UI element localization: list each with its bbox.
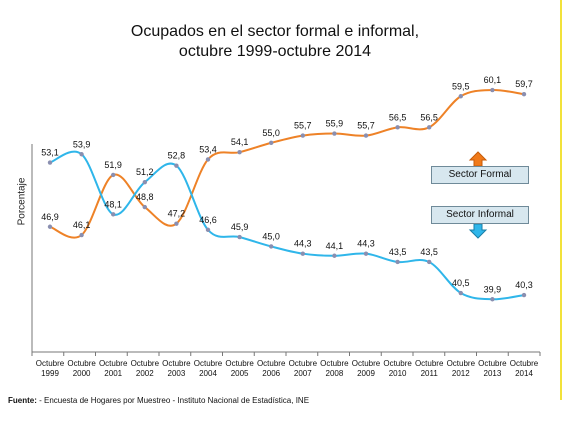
data-label: 56,5 bbox=[420, 112, 438, 122]
data-point bbox=[490, 87, 495, 93]
data-point bbox=[237, 149, 242, 155]
data-point bbox=[111, 212, 116, 217]
data-label: 46,9 bbox=[41, 212, 59, 222]
legend-formal-arrow-icon bbox=[468, 151, 488, 167]
data-label: 55,7 bbox=[294, 121, 312, 131]
data-point bbox=[205, 157, 211, 162]
data-point bbox=[427, 125, 432, 130]
x-tick-label: Octubre 2001 bbox=[99, 359, 128, 378]
x-tick-label: Octubre 2003 bbox=[162, 359, 191, 378]
data-point bbox=[300, 251, 305, 256]
data-label: 46,1 bbox=[73, 220, 91, 230]
data-point bbox=[269, 140, 274, 146]
data-label: 53,4 bbox=[199, 144, 217, 154]
legend-sector-informal: Sector Informal bbox=[431, 206, 529, 224]
data-label: 47,2 bbox=[168, 209, 186, 219]
data-point bbox=[363, 251, 369, 256]
x-tick-label: Octubre 2013 bbox=[478, 359, 507, 378]
data-point bbox=[332, 253, 337, 258]
data-point bbox=[458, 94, 463, 99]
legend-sector-formal: Sector Formal bbox=[431, 166, 529, 184]
source-text: - Encuesta de Hogares por Muestreo - Ins… bbox=[36, 396, 310, 405]
x-tick-label: Octubre 2009 bbox=[352, 359, 381, 378]
data-point bbox=[395, 125, 400, 130]
chart-title: Ocupados en el sector formal e informal,… bbox=[60, 22, 490, 62]
data-point bbox=[490, 297, 495, 302]
data-label: 53,9 bbox=[73, 139, 91, 149]
data-point bbox=[111, 172, 116, 178]
data-label: 51,2 bbox=[136, 167, 154, 177]
data-point bbox=[427, 259, 432, 265]
x-tick-label: Octubre 2012 bbox=[447, 359, 476, 378]
data-point bbox=[521, 91, 527, 97]
data-label: 59,5 bbox=[452, 81, 470, 91]
data-point bbox=[458, 290, 463, 296]
data-point bbox=[47, 224, 53, 229]
data-label: 46,6 bbox=[199, 215, 217, 225]
data-point bbox=[395, 259, 400, 265]
series-line-formal bbox=[49, 89, 525, 239]
data-point bbox=[363, 133, 369, 138]
chart-frame bbox=[560, 0, 562, 400]
chart-title-line-1: Ocupados en el sector formal e informal, bbox=[130, 23, 420, 40]
series-line-informal bbox=[49, 150, 525, 301]
legend-informal-arrow-icon bbox=[468, 223, 488, 239]
data-point bbox=[332, 131, 337, 136]
data-label: 43,5 bbox=[389, 247, 407, 257]
source-label: Fuente: bbox=[8, 396, 37, 405]
data-label: 44,3 bbox=[357, 239, 375, 249]
data-point bbox=[174, 221, 179, 226]
data-label: 39,9 bbox=[484, 284, 502, 294]
data-label: 56,5 bbox=[389, 112, 407, 122]
x-tick-label: Octubre 2007 bbox=[289, 359, 318, 378]
data-label: 54,1 bbox=[231, 137, 249, 147]
x-tick-label: Octubre 2000 bbox=[67, 359, 96, 378]
data-label: 43,5 bbox=[420, 247, 438, 257]
data-point bbox=[142, 204, 147, 210]
data-point bbox=[237, 234, 242, 240]
data-label: 53,1 bbox=[41, 148, 59, 158]
data-label: 44,3 bbox=[294, 239, 312, 249]
data-label: 40,3 bbox=[515, 280, 533, 290]
data-label: 40,5 bbox=[452, 278, 470, 288]
data-label: 55,0 bbox=[262, 128, 280, 138]
x-tick-label: Octubre 2008 bbox=[320, 359, 349, 378]
data-label: 59,7 bbox=[515, 79, 533, 89]
data-point bbox=[47, 160, 53, 165]
data-point bbox=[521, 292, 527, 298]
data-point bbox=[142, 180, 147, 185]
source-note: Fuente: - Encuesta de Hogares por Muestr… bbox=[8, 396, 309, 405]
x-tick-label: Octubre 2002 bbox=[131, 359, 160, 378]
data-point bbox=[174, 163, 179, 168]
data-label: 48,1 bbox=[104, 199, 122, 209]
data-point bbox=[300, 133, 305, 138]
data-label: 52,8 bbox=[168, 151, 186, 161]
x-tick-label: Octubre 2014 bbox=[510, 359, 539, 378]
data-point bbox=[205, 227, 211, 233]
data-label: 51,9 bbox=[104, 160, 122, 170]
data-label: 55,9 bbox=[326, 119, 344, 129]
data-point bbox=[79, 152, 84, 157]
x-tick-label: Octubre 2004 bbox=[194, 359, 223, 378]
chart-title-line-2: octubre 1999-octubre 2014 bbox=[178, 43, 372, 60]
x-tick-label: Octubre 2010 bbox=[383, 359, 412, 378]
x-tick-label: Octubre 1999 bbox=[36, 359, 65, 378]
data-label: 44,1 bbox=[326, 241, 344, 251]
x-tick-label: Octubre 2005 bbox=[225, 359, 254, 378]
x-tick-label: Octubre 2006 bbox=[257, 359, 286, 378]
data-label: 60,1 bbox=[484, 75, 502, 85]
data-label: 45,0 bbox=[262, 231, 280, 241]
data-label: 55,7 bbox=[357, 121, 375, 131]
data-label: 45,9 bbox=[231, 222, 249, 232]
data-point bbox=[269, 244, 274, 249]
data-label: 48,8 bbox=[136, 192, 154, 202]
x-tick-label: Octubre 2011 bbox=[415, 359, 444, 378]
data-point bbox=[79, 232, 84, 238]
